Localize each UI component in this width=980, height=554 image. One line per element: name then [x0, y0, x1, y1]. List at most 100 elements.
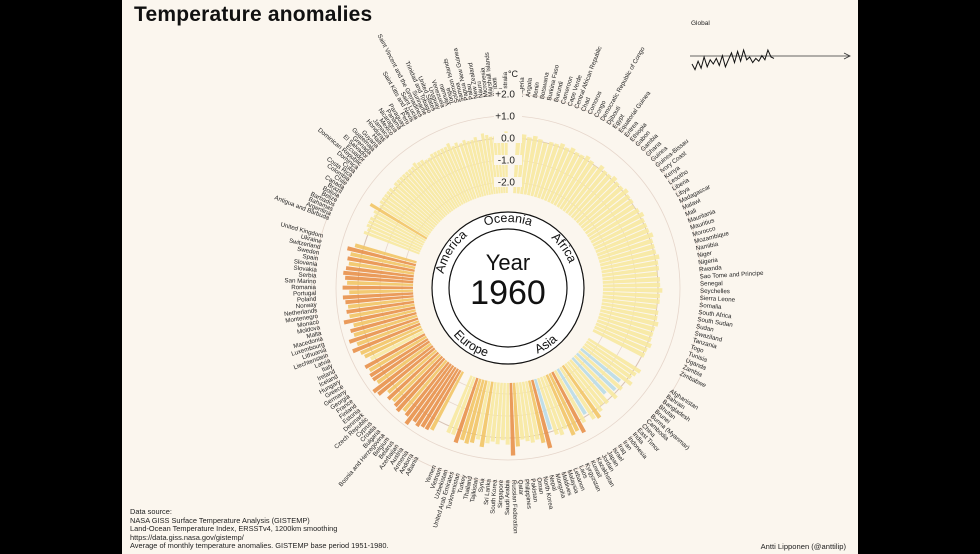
bar-botswana [523, 135, 538, 195]
bar-liechtenstein [356, 320, 420, 347]
country-label: Syria [478, 477, 487, 492]
bar-democratic-republic-of-congo [553, 154, 585, 206]
country-label: Rwanda [699, 264, 723, 273]
bar-namibia [600, 254, 660, 270]
bar-ecuador [392, 186, 438, 226]
country-label: Spain [302, 253, 319, 262]
bar-panama [419, 159, 456, 210]
bar-slovakia [343, 270, 414, 281]
bar-lesotho [586, 204, 635, 238]
bar-costa-rica [381, 196, 432, 234]
bar-monaco [349, 303, 415, 319]
bar-bosnia-and-herzegovina [402, 359, 448, 412]
country-label: Micronesia [479, 67, 489, 98]
country-label: Laos [577, 464, 589, 479]
bar-vanuatu [459, 142, 480, 198]
bar-kyrgyzstan [545, 374, 576, 436]
country-label: Somalia [699, 302, 722, 311]
bar-san-marino [347, 280, 414, 286]
bar-bolivia [373, 214, 425, 244]
country-label: Palau [465, 83, 475, 100]
bar-nicaragua [416, 161, 454, 212]
tick-label: 0.0 [501, 134, 515, 145]
bar-egypt [559, 160, 595, 210]
bar-bulgaria [395, 357, 446, 413]
bar-greece [368, 335, 427, 373]
bar-lithuania [348, 317, 419, 344]
country-label: Monaco [297, 318, 320, 329]
country-label: Russian Federation [510, 480, 519, 534]
bar-south-sudan [601, 302, 659, 316]
bar-mongolia [531, 379, 553, 449]
bar-bahrain [585, 340, 637, 377]
region-label: Oceania [482, 211, 534, 229]
bar-iceland [370, 330, 425, 361]
bar-malaysia [537, 377, 559, 435]
bar-luxembourg [353, 314, 418, 337]
bar-sudan [600, 305, 658, 321]
bar-estonia [377, 347, 436, 396]
bar-togo [598, 315, 654, 337]
bar-tajikistan [479, 381, 494, 448]
bar-paraguay [424, 159, 458, 209]
global-label: Global [691, 20, 710, 27]
bar-japan [556, 368, 587, 415]
chart-title: Temperature anomalies [134, 3, 373, 26]
bar-dominican-republic [388, 187, 436, 228]
country-label: South Africa [698, 309, 733, 320]
bar-tunisia [596, 319, 652, 343]
bar-jamaica [410, 166, 450, 215]
bar-cambodia [576, 352, 617, 392]
bar-latvia [352, 322, 421, 354]
bar-swaziland [600, 309, 659, 327]
bar-uganda [595, 322, 652, 349]
bar-palau [478, 140, 491, 195]
bar-germany [369, 338, 429, 378]
bar-honduras [407, 168, 448, 216]
bar-yemen [446, 375, 473, 434]
bar-guinea [578, 185, 624, 227]
bar-tanzania [599, 312, 656, 332]
country-label: Serbia [298, 272, 317, 280]
bar-belize [369, 216, 424, 246]
country-label: Benin [532, 81, 541, 98]
bar-singapore [500, 382, 506, 441]
bar-samoa [470, 139, 487, 196]
bar-nepal [528, 380, 546, 444]
country-label: Sudan [695, 323, 714, 334]
bar-dominica [386, 190, 435, 230]
bar-oman [521, 381, 535, 443]
bar-pakistan [518, 382, 530, 442]
bar-vietnam [451, 376, 476, 436]
bar-nauru [485, 134, 496, 195]
country-label: Nauru [476, 80, 485, 98]
tick-bg [494, 177, 522, 187]
bar-kazakhstan [551, 371, 586, 434]
tick-bg [494, 133, 522, 143]
country-label: Italy [321, 362, 335, 373]
country-label: Philippines [523, 479, 533, 509]
bar-czech-republic [387, 351, 440, 401]
country-label: Malta [306, 330, 323, 340]
bar-guyana [401, 173, 445, 219]
bar-solomon-islands [466, 140, 484, 197]
bar-somalia [602, 295, 660, 304]
bar-montenegro [346, 300, 415, 314]
bar-ethiopia [568, 170, 608, 217]
country-label: Tonga [444, 86, 456, 105]
year-value: 1960 [470, 274, 546, 312]
bar-saint-kitts-and-nevis [429, 153, 462, 207]
country-label: Norway [296, 301, 318, 310]
bar-cameroon [533, 141, 554, 198]
bar-sri-lanka [490, 382, 500, 442]
tick-label: +2.0 [495, 90, 515, 101]
bar-netherlands [347, 298, 414, 309]
bar-guinea-bissau [580, 188, 629, 229]
bar-uzbekistan [453, 377, 479, 444]
bar-jordan [553, 369, 587, 424]
bar-saudi-arabia [505, 383, 510, 445]
country-label: Tajikistan [469, 476, 480, 503]
